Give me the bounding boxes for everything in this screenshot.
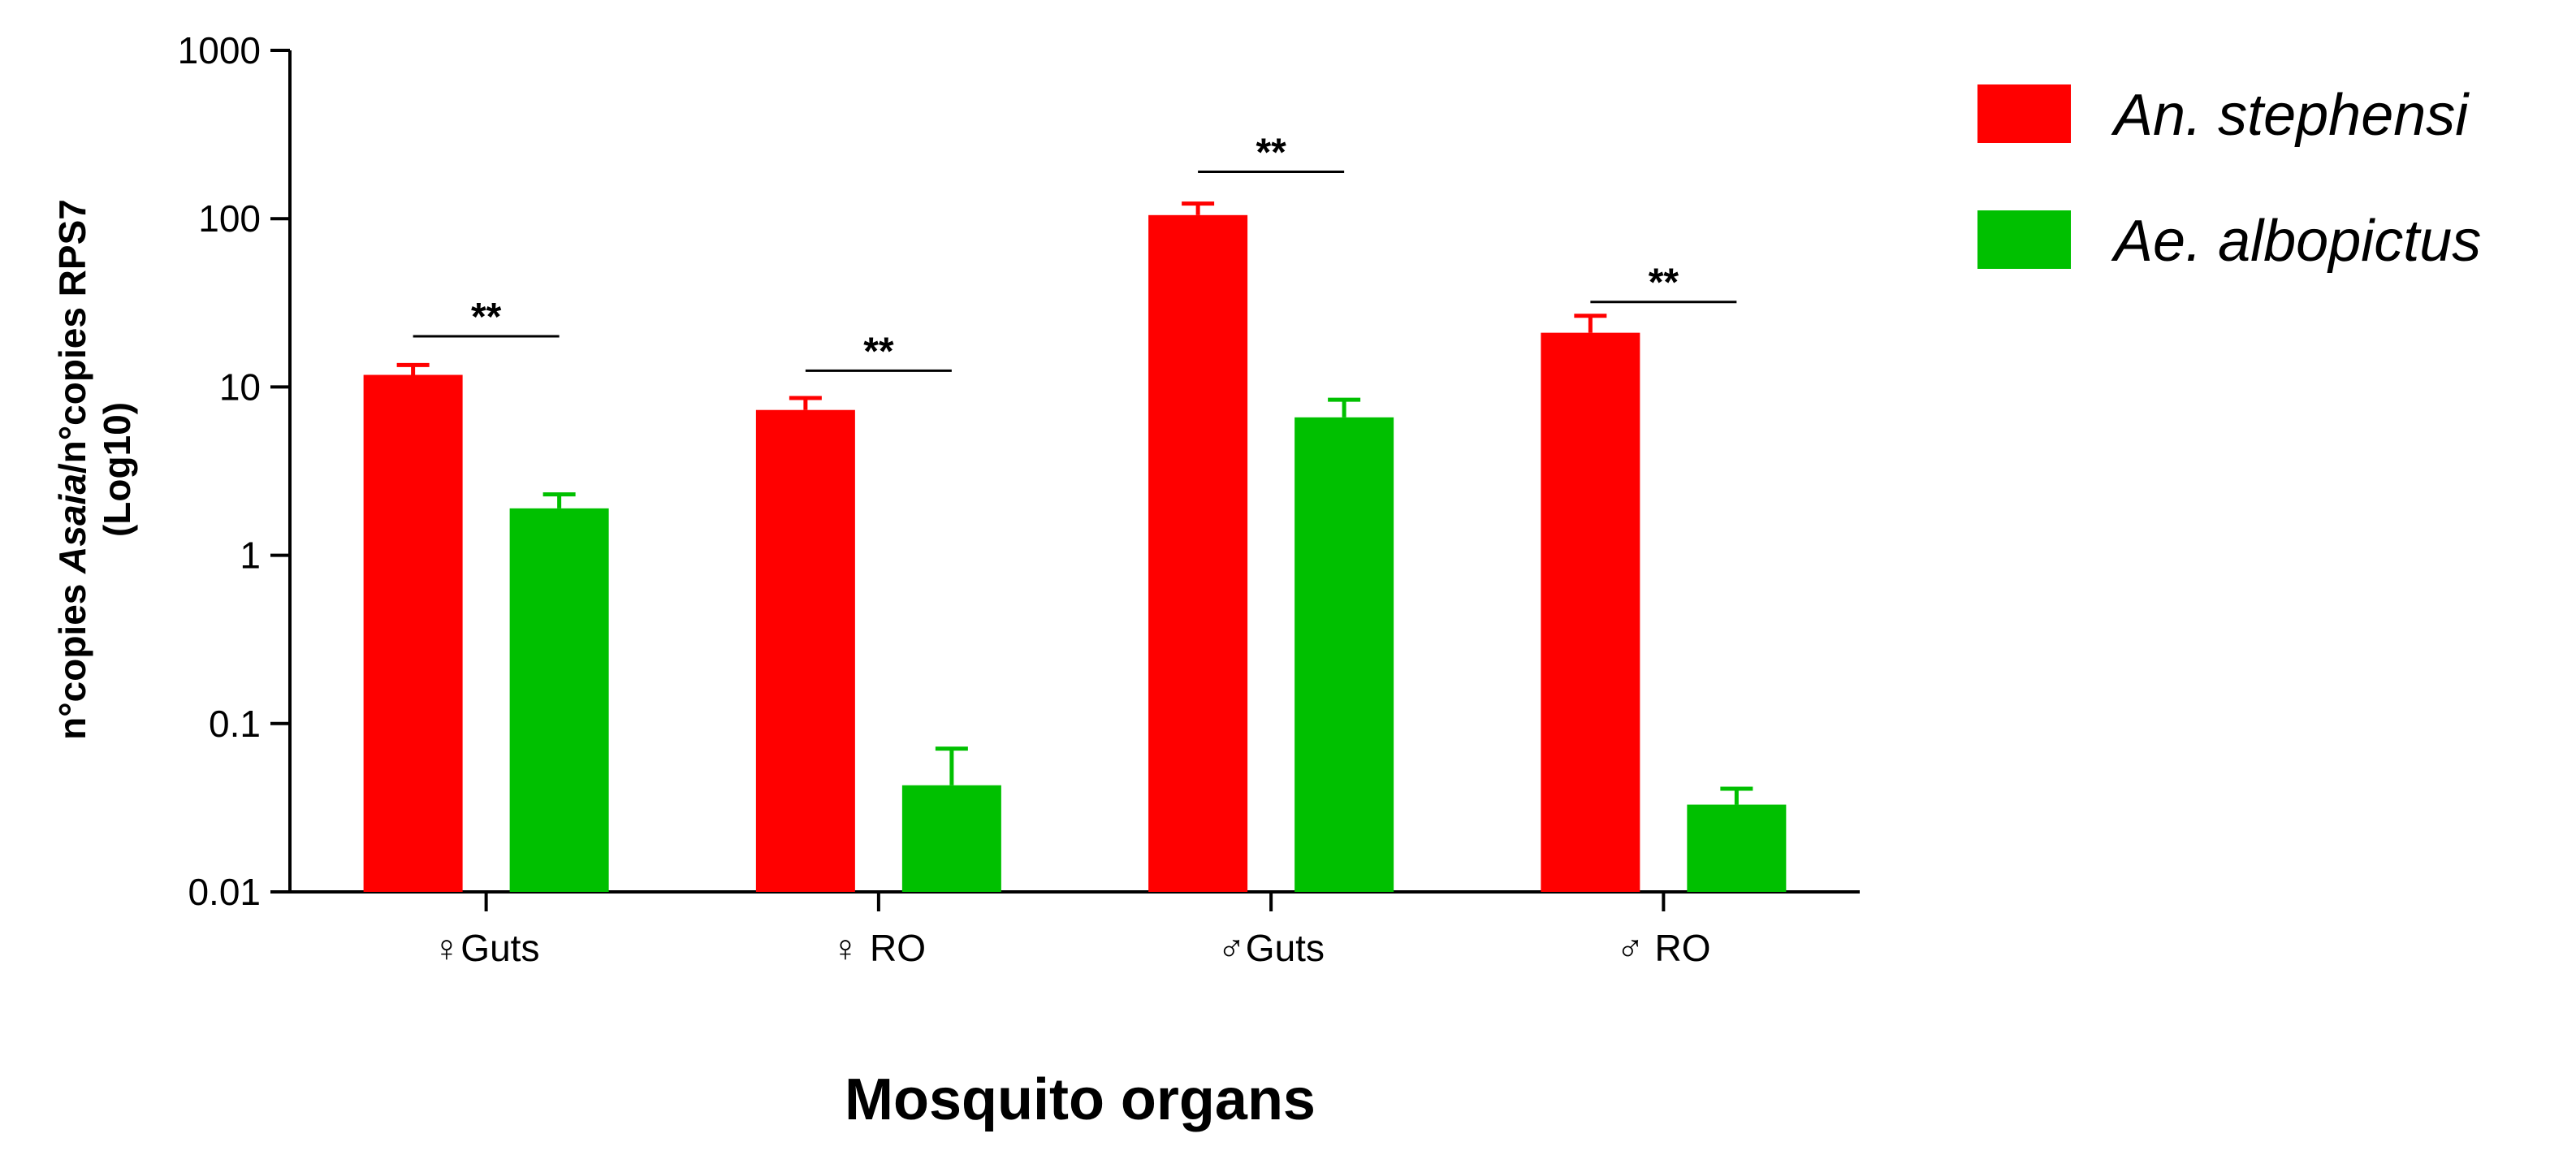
y-axis-label-line-2: (Log10) (96, 402, 138, 537)
x-axis-label: Mosquito organs (845, 1067, 1316, 1132)
bar (755, 409, 855, 893)
bar (901, 785, 1001, 892)
y-axis-label-part-3: /n°copies RPS7 (51, 199, 93, 474)
x-tick-label: ♂Guts (1217, 927, 1325, 969)
y-tick-label: 1000 (178, 29, 261, 71)
y-axis-label: n°copies Asaia/n°copies RPS7 (51, 199, 93, 740)
bar (509, 508, 609, 892)
significance-label: ** (471, 296, 502, 339)
bar (1148, 214, 1248, 892)
legend-swatch (1977, 210, 2071, 269)
y-tick-label: 100 (198, 197, 261, 240)
y-tick-label: 0.1 (209, 703, 261, 745)
y-tick-label: 10 (219, 366, 261, 408)
y-tick-label: 0.01 (188, 871, 261, 913)
significance-markers: ** ** ** ** (413, 131, 1737, 373)
legend-swatch (1977, 84, 2071, 143)
legend: An. stephensi Ae. albopictus (1977, 83, 2481, 274)
bar (1541, 332, 1640, 892)
significance-label: ** (1649, 262, 1679, 305)
y-axis-label-part-2: Asaia (51, 474, 93, 574)
legend-label: An. stephensi (2111, 83, 2470, 148)
x-tick-label: ♂ RO (1616, 927, 1710, 969)
legend-label: Ae. albopictus (2111, 209, 2481, 274)
x-tick-label: ♀Guts (433, 927, 540, 969)
error-bars (396, 201, 1753, 805)
significance-label: ** (863, 330, 894, 373)
significance-label: ** (1256, 131, 1286, 174)
bar (1687, 804, 1787, 892)
bars (363, 214, 1787, 893)
y-tick-label: 1 (240, 534, 261, 577)
y-axis-label-part-1: n°copies (51, 573, 93, 740)
bar (363, 374, 463, 892)
x-tick-label: ♀ RO (832, 927, 926, 969)
bar (1294, 417, 1394, 892)
y-axis: 0.01 0.1 1 10 100 1000 (178, 29, 292, 913)
x-axis: ♀Guts ♀ RO ♂Guts ♂ RO (290, 890, 1860, 969)
